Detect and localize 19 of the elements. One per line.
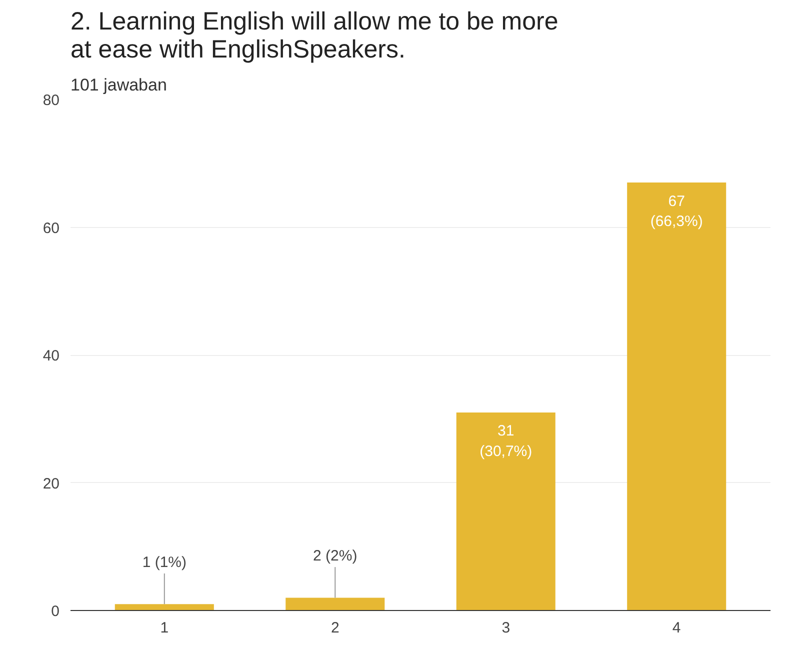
x-tick-label: 3 <box>502 620 510 636</box>
chart-title: 2. Learning English will allow me to be more at ease with EnglishSpeakers. <box>70 8 558 64</box>
y-tick-label: 20 <box>42 475 60 492</box>
chart-subtitle: 101 jawaban <box>70 76 167 94</box>
data-label: 67 (66,3%) <box>650 192 703 230</box>
y-tick-label: 40 <box>42 348 60 364</box>
y-tick-label: 60 <box>42 220 60 237</box>
x-tick-label: 4 <box>672 620 681 636</box>
x-tick-label: 1 <box>160 620 169 636</box>
y-tick-label: 0 <box>51 603 60 620</box>
data-label: 1 (1%) <box>142 554 186 571</box>
y-tick-label: 80 <box>42 92 60 109</box>
bar <box>627 182 726 610</box>
bar <box>286 598 385 610</box>
x-tick-label: 2 <box>330 620 340 636</box>
bar <box>456 412 556 610</box>
data-label: 31 (30,7%) <box>480 422 532 460</box>
bar <box>114 604 214 610</box>
data-label: 2 (2%) <box>313 548 358 565</box>
